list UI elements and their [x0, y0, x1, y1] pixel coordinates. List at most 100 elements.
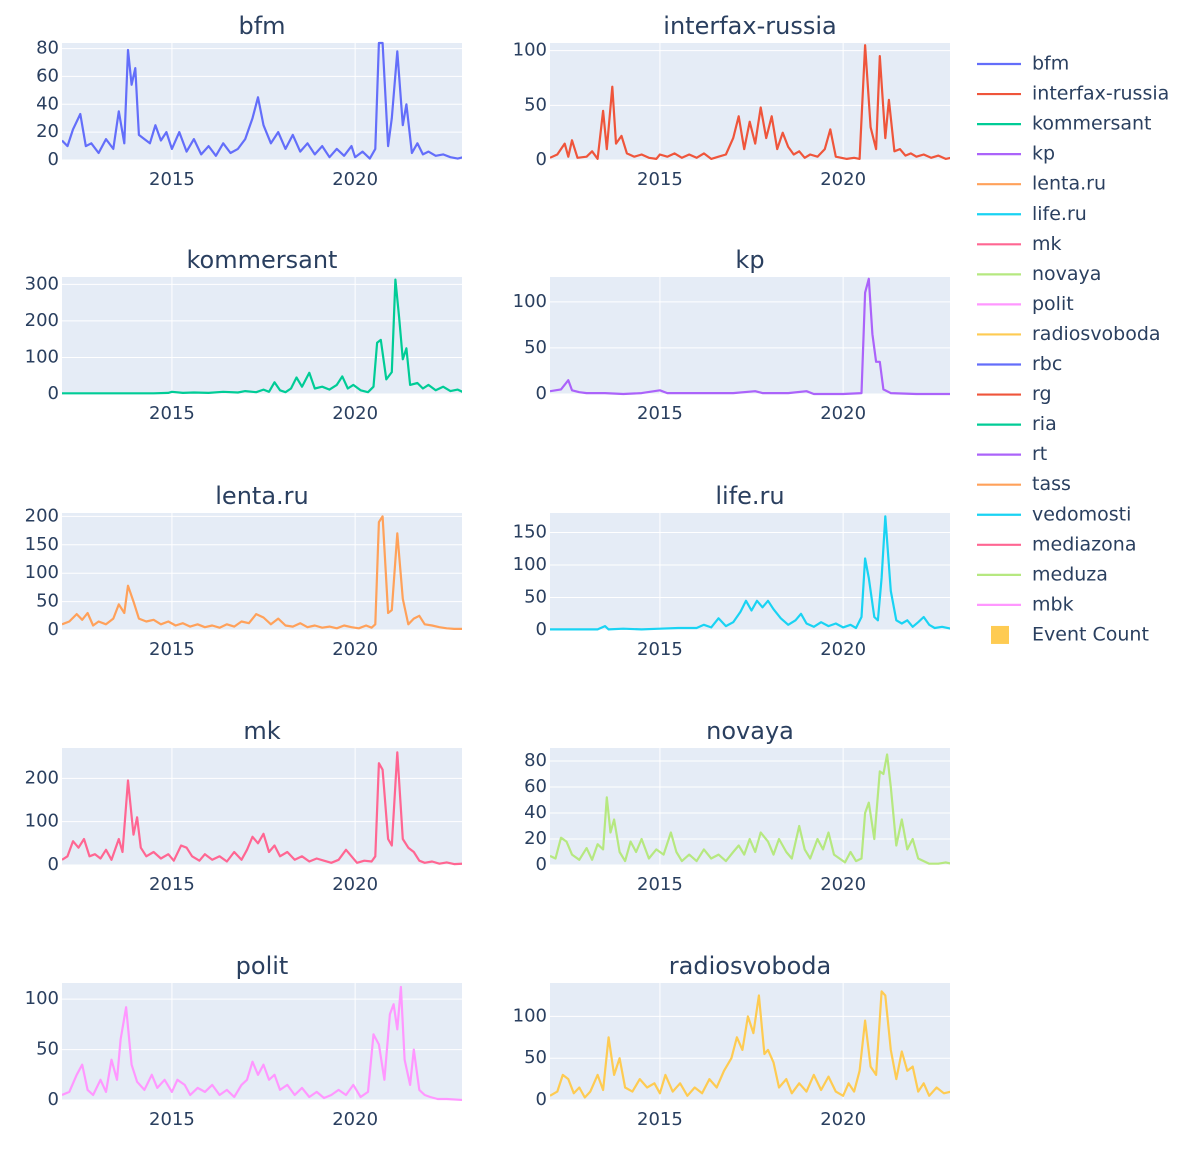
x-tick-label: 2015 [637, 403, 683, 424]
legend-item-mbk[interactable]: mbk [977, 593, 1074, 615]
legend-item-meduza[interactable]: meduza [977, 563, 1108, 585]
x-tick-label: 2020 [332, 403, 378, 424]
x-tick-label: 2015 [637, 874, 683, 895]
y-tick-label: 0 [48, 854, 59, 875]
legend-label: ria [1032, 413, 1057, 435]
y-tick-label: 40 [36, 93, 59, 114]
legend-item-interfax-russia[interactable]: interfax-russia [977, 83, 1169, 105]
y-tick-label: 0 [536, 619, 547, 640]
y-tick-label: 100 [513, 40, 547, 61]
legend-item-rg[interactable]: rg [977, 383, 1052, 405]
x-tick-label: 2020 [820, 403, 866, 424]
y-tick-label: 200 [25, 767, 59, 788]
series-line-lenta-ru [62, 515, 462, 631]
y-tick-label: 0 [48, 1089, 59, 1110]
y-tick-label: 80 [36, 38, 59, 59]
plot-background [62, 277, 462, 394]
panel-title: life.ru [715, 482, 784, 510]
y-tick-label: 100 [513, 1005, 547, 1026]
x-tick-label: 2020 [332, 639, 378, 660]
legend-item-mk[interactable]: mk [977, 233, 1062, 255]
x-tick-label: 2015 [149, 874, 195, 895]
panel-kommersant: 0 100 200 300 2015 2020 kommersant [25, 246, 462, 424]
panel-mk: 0 100 200 2015 2020 mk [25, 717, 462, 895]
plot-background [550, 277, 950, 394]
legend-item-bfm[interactable]: bfm [977, 53, 1069, 75]
series-line-interfax-russia [550, 44, 950, 160]
panel-radiosvoboda: 0 50 100 2015 2020 radiosvoboda [513, 952, 950, 1130]
legend-item-ria[interactable]: ria [977, 413, 1057, 435]
legend-label: lenta.ru [1032, 173, 1106, 195]
panel-bfm: 0 20 40 60 80 2015 2020 bfm [36, 12, 462, 190]
legend-label: radiosvoboda [1032, 323, 1161, 345]
x-tick-label: 2020 [332, 169, 378, 190]
y-tick-label: 0 [48, 149, 59, 170]
legend-item-kommersant[interactable]: kommersant [977, 113, 1152, 135]
y-tick-label: 20 [524, 828, 547, 849]
x-tick-label: 2015 [149, 639, 195, 660]
panel-title: bfm [238, 12, 285, 40]
y-tick-label: 20 [36, 121, 59, 142]
legend-label: rg [1032, 383, 1052, 405]
series-line-kommersant [62, 278, 462, 395]
x-tick-label: 2020 [820, 639, 866, 660]
y-tick-label: 100 [25, 346, 59, 367]
plot-background [550, 748, 950, 865]
y-tick-label: 50 [36, 1039, 59, 1060]
legend-item-kp[interactable]: kp [977, 143, 1055, 165]
plot-background [550, 983, 950, 1100]
legend-label: bfm [1032, 53, 1069, 75]
legend-item-mediazona[interactable]: mediazona [977, 533, 1136, 555]
series-line-mk [62, 751, 462, 866]
legend-label: polit [1032, 293, 1074, 315]
legend-item-life-ru[interactable]: life.ru [977, 203, 1087, 225]
legend-item-radiosvoboda[interactable]: radiosvoboda [977, 323, 1161, 345]
panel-title: polit [236, 952, 289, 980]
panel-title: interfax-russia [663, 12, 836, 40]
y-tick-label: 60 [36, 65, 59, 86]
legend-item-tass[interactable]: tass [977, 473, 1071, 495]
legend-label: rbc [1032, 353, 1062, 375]
legend-item-polit[interactable]: polit [977, 293, 1074, 315]
legend-item-lenta-ru[interactable]: lenta.ru [977, 173, 1106, 195]
y-tick-label: 100 [25, 988, 59, 1009]
y-tick-label: 150 [25, 534, 59, 555]
legend-label: interfax-russia [1032, 83, 1169, 105]
y-tick-label: 0 [536, 1089, 547, 1110]
x-tick-label: 2015 [149, 169, 195, 190]
legend-item-rt[interactable]: rt [977, 443, 1047, 465]
panel-title: radiosvoboda [669, 952, 831, 980]
x-tick-label: 2020 [820, 1109, 866, 1130]
y-tick-label: 0 [48, 383, 59, 404]
legend-item-event-count[interactable]: Event Count [991, 623, 1149, 645]
panel-interfax-russia: 0 50 100 2015 2020 interfax-russia [513, 12, 950, 190]
y-tick-label: 0 [536, 854, 547, 875]
plot-background [62, 513, 462, 630]
y-tick-label: 0 [536, 383, 547, 404]
panel-title: lenta.ru [215, 482, 308, 510]
legend-label: kp [1032, 143, 1055, 165]
y-tick-label: 100 [25, 562, 59, 583]
y-tick-label: 300 [25, 273, 59, 294]
legend-label: meduza [1032, 563, 1108, 585]
y-tick-label: 50 [524, 587, 547, 608]
series-line-kp [550, 277, 950, 396]
y-tick-label: 100 [513, 554, 547, 575]
y-tick-label: 80 [524, 750, 547, 771]
legend-item-novaya[interactable]: novaya [977, 263, 1101, 285]
y-tick-label: 50 [524, 94, 547, 115]
x-tick-label: 2015 [149, 1109, 195, 1130]
series-line-radiosvoboda [550, 990, 950, 1099]
legend-label: mk [1032, 233, 1062, 255]
legend-label: tass [1032, 473, 1071, 495]
legend: bfm interfax-russia kommersant kp lenta.ru li… [977, 53, 1169, 645]
legend-item-vedomosti[interactable]: vedomosti [977, 503, 1131, 525]
legend-item-rbc[interactable]: rbc [977, 353, 1062, 375]
y-tick-label: 40 [524, 802, 547, 823]
x-tick-label: 2015 [637, 1109, 683, 1130]
x-tick-label: 2015 [149, 403, 195, 424]
y-tick-label: 200 [25, 310, 59, 331]
y-tick-label: 200 [25, 505, 59, 526]
